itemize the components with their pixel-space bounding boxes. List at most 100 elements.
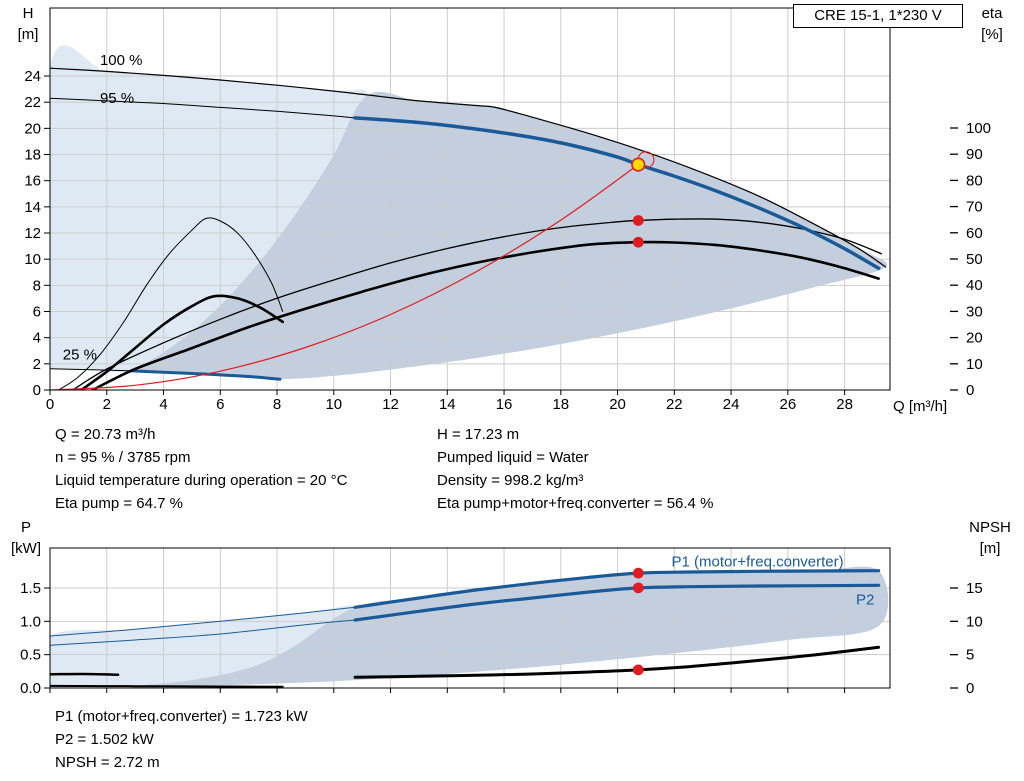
qh-chart-axes: 0 2 4 6 8 10 12 14 16 18 20 22 24 26 28024681012141618…	[24, 7, 991, 413]
y-right-tick-label: 90	[966, 146, 983, 163]
y-right-tick-label: 0	[966, 382, 974, 399]
y-right-tick-label: 10	[966, 356, 983, 373]
y-right-tick-label: 70	[966, 199, 983, 216]
curve-speed-100pct	[50, 67, 887, 268]
y-right-tick-label: 10	[966, 613, 983, 630]
label-p1: P1 (motor+freq.converter)	[671, 554, 843, 571]
y-right-tick-label: 40	[966, 277, 983, 294]
duty-info-col1: Q = 20.73 m³/h n = 95 % / 3785 rpm Liqui…	[55, 423, 347, 515]
npsh-axis-header: NPSH [m]	[958, 517, 1022, 559]
p-axis-unit: [kW]	[11, 540, 41, 557]
marker-eta-pump-point	[632, 215, 644, 226]
y-right-tick-label: 50	[966, 251, 983, 268]
y-left-tick-label: 22	[24, 94, 41, 111]
x-tick-label: 20	[609, 396, 626, 413]
y-left-tick-label: 0	[33, 382, 41, 399]
x-tick-label: 8	[273, 396, 281, 413]
curve-eta-pump-25pct	[58, 217, 284, 390]
x-tick-label: 2	[103, 396, 111, 413]
marker-eta-total-point	[632, 236, 644, 248]
y-right-tick-label: 5	[966, 647, 974, 664]
h-axis-unit: [m]	[17, 26, 39, 43]
curve-p2	[353, 583, 881, 622]
curve-speed-95pct-lead	[50, 97, 356, 119]
y-right-tick-label: 15	[966, 580, 983, 597]
label-speed-100pct: 100 %	[100, 52, 143, 69]
y-left-tick-label: 0.0	[20, 680, 41, 697]
duty-info-col2: H = 17.23 m Pumped liquid = Water Densit…	[437, 423, 713, 515]
curve-p1-lead	[50, 606, 356, 637]
pump-model-badge: CRE 15-1, 1*230 V	[793, 4, 963, 28]
x-tick-label: 10	[325, 396, 342, 413]
power-chart-plot-area	[50, 548, 890, 688]
h-axis-symbol: H	[22, 5, 34, 22]
x-tick-label: 6	[216, 396, 224, 413]
q-axis-label: Q [m³/h]	[893, 398, 948, 415]
y-left-tick-label: 2	[33, 356, 41, 373]
y-left-tick-label: 1.5	[20, 580, 41, 597]
x-tick-label: 22	[666, 396, 683, 413]
y-left-tick-label: 10	[24, 251, 41, 268]
y-left-tick-label: 16	[24, 173, 41, 190]
curve-eta-pump	[72, 218, 883, 390]
eta-axis-unit: [%]	[981, 26, 1003, 43]
eta-axis-header: eta [%]	[966, 3, 1018, 45]
curve-speed-25pct	[130, 369, 282, 381]
h-axis-header: H [m]	[6, 3, 50, 45]
curve-npsh-low-speed	[50, 684, 284, 688]
x-tick-label: 4	[159, 396, 167, 413]
result-p1: P1 (motor+freq.converter) = 1.723 kW	[55, 708, 308, 725]
eta-axis-symbol: eta	[981, 5, 1003, 22]
curve-speed-25pct-lead	[50, 368, 133, 372]
x-tick-label: 16	[496, 396, 513, 413]
y-left-tick-label: 12	[24, 225, 41, 242]
label-speed-25pct: 25 %	[63, 346, 97, 363]
plot-frame	[49, 547, 891, 689]
duty-speed: n = 95 % / 3785 rpm	[55, 449, 191, 466]
x-tick-label: 24	[723, 396, 740, 413]
curve-npsh	[353, 645, 881, 679]
curve-system-curve	[50, 164, 639, 390]
x-tick-label: 14	[439, 396, 456, 413]
y-right-tick-label: 20	[966, 330, 983, 347]
duty-eta-total: Eta pump+motor+freq.converter = 56.4 %	[437, 495, 714, 512]
result-info: P1 (motor+freq.converter) = 1.723 kW P2 …	[55, 705, 308, 774]
y-left-tick-label: 24	[24, 68, 41, 85]
y-left-tick-label: 0.5	[20, 647, 41, 664]
x-tick-label: 0	[46, 396, 54, 413]
npsh-axis-unit: [m]	[979, 540, 1001, 557]
curve-p1-motor-freq-converter	[353, 569, 881, 609]
marker-npsh-point	[632, 664, 644, 676]
curve-eta-total	[91, 240, 880, 390]
result-npsh: NPSH = 2.72 m	[55, 754, 160, 771]
duty-liquid-temp: Liquid temperature during operation = 20…	[55, 472, 348, 489]
region-allowed-area-left	[50, 605, 356, 688]
marker-p1-point	[632, 567, 644, 579]
x-tick-label: 12	[382, 396, 399, 413]
y-left-tick-label: 8	[33, 277, 41, 294]
marker-p2-point	[632, 582, 644, 594]
duty-density: Density = 998.2 kg/m³	[437, 472, 584, 489]
curve-p-low-speed	[50, 672, 120, 676]
result-p2: P2 = 1.502 kW	[55, 731, 154, 748]
y-left-tick-label: 1.0	[20, 613, 41, 630]
y-right-tick-label: 100	[966, 120, 991, 137]
y-right-tick-label: 0	[966, 680, 974, 697]
label-p2: P2	[856, 592, 874, 609]
y-right-tick-label: 80	[966, 172, 983, 189]
p-axis-header: P [kW]	[2, 517, 50, 559]
y-right-tick-label: 60	[966, 225, 983, 242]
marker-duty-point	[631, 157, 646, 172]
y-right-tick-label: 30	[966, 303, 983, 320]
duty-pumped-liquid: Pumped liquid = Water	[437, 449, 589, 466]
y-left-tick-label: 14	[24, 199, 41, 216]
y-left-tick-label: 20	[24, 120, 41, 137]
qh-chart-plot-area	[50, 8, 890, 390]
power-chart-axes: 0.0 0.5 1.0 1.5 0 5 10 15 P1 (motor+freq.convert…	[20, 547, 983, 697]
x-tick-label: 26	[779, 396, 796, 413]
duty-eta-pump: Eta pump = 64.7 %	[55, 495, 183, 512]
curve-p2-lead	[50, 619, 356, 646]
x-tick-label: 28	[836, 396, 853, 413]
